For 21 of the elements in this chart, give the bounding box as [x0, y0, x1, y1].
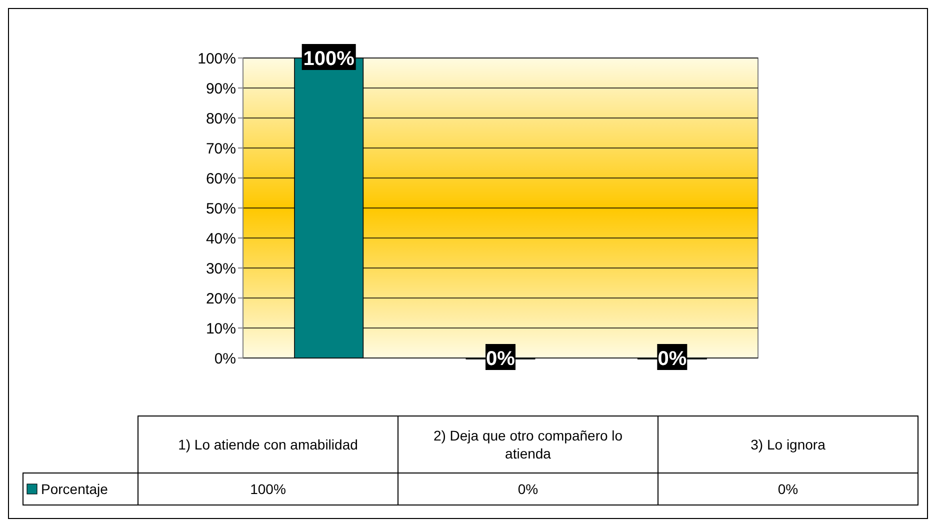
x-tick-label: 2) Deja que otro compañero lo atienda: [433, 427, 623, 462]
y-tick-label: 20%: [206, 290, 236, 308]
text: 0%: [486, 348, 515, 370]
text: 100%: [303, 48, 354, 70]
y-tick-label: 30%: [206, 260, 236, 278]
y-tick-label: 0%: [214, 350, 236, 368]
y-tick-label: 50%: [206, 200, 236, 218]
data-label: 0%: [518, 480, 538, 497]
data-label: 100%: [250, 480, 286, 497]
y-tick-label: 60%: [206, 170, 236, 188]
legend-label: Porcentaje: [41, 480, 108, 497]
x-tick-label: 3) Lo ignora: [750, 436, 826, 452]
y-tick-label: 90%: [206, 80, 236, 98]
y-tick-label: 10%: [206, 320, 236, 338]
data-label: 0%: [778, 480, 798, 497]
x-tick-label: 1) Lo atiende con amabilidad: [178, 436, 358, 452]
y-tick-label: 100%: [198, 50, 236, 68]
y-tick-label: 70%: [206, 140, 236, 158]
text: 0%: [658, 348, 687, 370]
y-tick-label: 40%: [206, 230, 236, 248]
y-tick-label: 80%: [206, 110, 236, 128]
